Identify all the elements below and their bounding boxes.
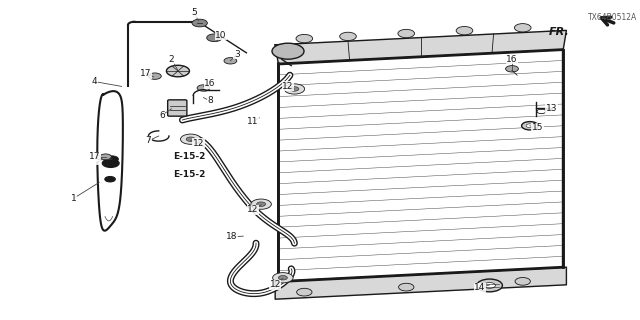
Circle shape [297,288,312,296]
Circle shape [290,87,299,91]
Text: 12: 12 [193,139,204,148]
Circle shape [148,73,161,79]
Circle shape [273,273,293,283]
Text: 14: 14 [474,284,486,292]
Text: 8: 8 [207,96,212,105]
Circle shape [257,202,266,206]
FancyBboxPatch shape [168,100,187,116]
Circle shape [180,134,201,144]
Circle shape [456,27,473,35]
Text: 16: 16 [506,55,518,64]
Text: 6: 6 [159,111,164,120]
Text: 4: 4 [92,77,97,86]
Text: 12: 12 [269,280,281,289]
Text: 2: 2 [169,55,174,64]
Text: 5: 5 [191,8,196,17]
Circle shape [186,137,195,141]
Text: 12: 12 [247,205,259,214]
Circle shape [522,122,538,130]
Circle shape [192,19,207,27]
Text: FR.: FR. [549,27,570,37]
Text: 16: 16 [204,79,216,88]
Circle shape [197,85,210,91]
Text: E-15-2: E-15-2 [173,152,205,161]
Circle shape [278,276,287,280]
Circle shape [515,277,531,285]
Circle shape [102,159,119,167]
Circle shape [166,65,189,77]
Circle shape [526,124,534,128]
Text: 1: 1 [71,194,76,203]
Polygon shape [275,30,566,64]
Text: 13: 13 [546,104,557,113]
Circle shape [105,177,115,182]
Circle shape [272,43,304,59]
Circle shape [484,283,495,288]
Circle shape [340,32,356,41]
Text: 17: 17 [140,69,152,78]
Text: 17: 17 [89,152,100,161]
Text: 12: 12 [282,82,294,91]
Circle shape [284,84,305,94]
Circle shape [106,156,118,162]
Circle shape [296,34,312,43]
Text: 18: 18 [226,232,237,241]
Text: 15: 15 [532,124,543,132]
Text: 10: 10 [215,31,227,40]
Circle shape [100,154,111,160]
Polygon shape [275,267,566,299]
Circle shape [506,66,518,72]
Circle shape [398,29,415,38]
Text: 9: 9 [95,156,100,164]
Circle shape [399,283,414,291]
Text: E-15-2: E-15-2 [173,170,205,179]
Circle shape [477,279,502,292]
Text: 7: 7 [146,136,151,145]
Text: 3: 3 [234,50,239,59]
Text: 11: 11 [247,117,259,126]
Circle shape [515,24,531,32]
Circle shape [224,58,237,64]
Circle shape [207,34,222,42]
Text: TX64B0512A: TX64B0512A [588,13,637,22]
Circle shape [251,199,271,209]
